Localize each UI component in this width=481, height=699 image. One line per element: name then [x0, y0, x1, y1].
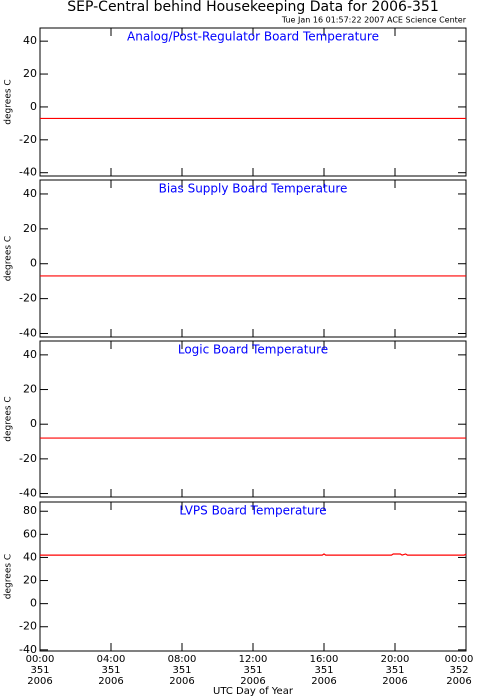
x-tick-label: 12:00 351 2006	[238, 654, 268, 687]
y-tick-label: 40	[23, 187, 37, 200]
y-tick-label: 0	[30, 257, 37, 270]
x-tick-label: 00:00 351 2006	[25, 654, 55, 687]
y-tick-label: -40	[19, 327, 37, 340]
plot-frame	[39, 27, 467, 177]
y-tick-label: 0	[30, 100, 37, 113]
panel-title: LVPS Board Temperature	[179, 504, 326, 518]
x-tick-label: 20:00 351 2006	[380, 654, 410, 687]
panel-title: Analog/Post-Regulator Board Temperature	[127, 30, 379, 44]
y-tick-label: 80	[23, 504, 37, 517]
x-axis-label: UTC Day of Year	[213, 686, 294, 697]
y-axis-label: degrees C	[4, 79, 14, 124]
y-tick-label: 20	[23, 67, 37, 80]
plot-frame	[39, 501, 467, 652]
y-axis-label: degrees C	[4, 554, 14, 599]
y-tick-label: 60	[23, 527, 37, 540]
y-tick-label: 40	[23, 348, 37, 361]
plot-frame	[39, 340, 467, 498]
y-tick-label: -20	[19, 620, 37, 633]
y-tick-label: -40	[19, 166, 37, 179]
y-axis-label: degrees C	[4, 236, 14, 281]
timestamp: Tue Jan 16 01:57:22 2007 ACE Science Cen…	[281, 16, 467, 25]
y-tick-label: 20	[23, 383, 37, 396]
x-tick-label: 08:00 351 2006	[167, 654, 197, 687]
y-axis-label: degrees C	[4, 396, 14, 441]
y-tick-label: -40	[19, 487, 37, 500]
x-tick-label: 00:00 352 2006	[444, 654, 474, 687]
x-tick-label: 16:00 351 2006	[309, 654, 339, 687]
y-tick-label: 40	[23, 34, 37, 47]
y-tick-label: -40	[19, 643, 37, 656]
y-tick-label: 20	[23, 222, 37, 235]
y-tick-label: 40	[23, 550, 37, 563]
y-tick-label: -20	[19, 292, 37, 305]
y-tick-label: 0	[30, 417, 37, 430]
plot-frame	[39, 179, 467, 338]
y-tick-label: 20	[23, 574, 37, 587]
page-title: SEP-Central behind Housekeeping Data for…	[67, 0, 439, 15]
y-tick-label: 0	[30, 597, 37, 610]
data-line	[40, 553, 467, 556]
panel-title: Bias Supply Board Temperature	[159, 182, 348, 196]
panel-title: Logic Board Temperature	[178, 343, 328, 357]
y-tick-label: -20	[19, 133, 37, 146]
y-tick-label: -20	[19, 452, 37, 465]
x-tick-label: 04:00 351 2006	[96, 654, 126, 687]
